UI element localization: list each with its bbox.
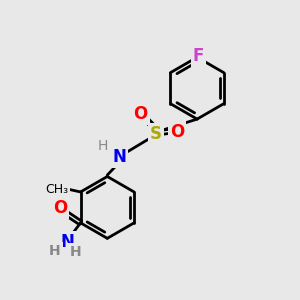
Text: H: H: [49, 244, 61, 258]
Text: CH₃: CH₃: [45, 182, 68, 196]
Text: H: H: [98, 139, 108, 153]
Text: O: O: [53, 199, 67, 217]
Text: H: H: [70, 245, 81, 259]
Text: F: F: [193, 47, 204, 65]
Text: O: O: [170, 123, 184, 141]
Text: N: N: [60, 233, 74, 251]
Text: S: S: [150, 125, 162, 143]
Text: N: N: [112, 148, 126, 166]
Text: O: O: [134, 105, 148, 123]
